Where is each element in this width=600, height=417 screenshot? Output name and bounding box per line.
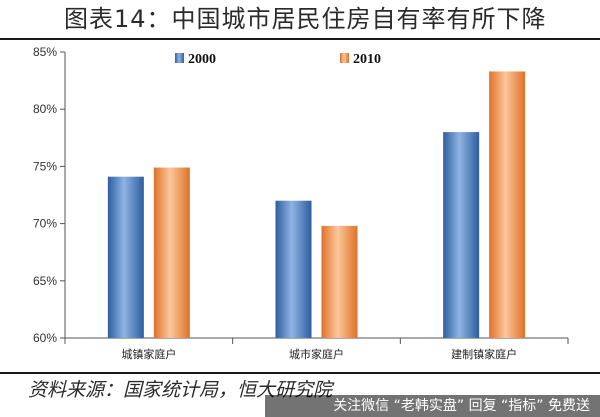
chart-title: 图表14：中国城市居民住房自有率有所下降 — [64, 5, 547, 33]
legend-swatch-2000 — [175, 53, 184, 63]
source-note: 资料来源：国家统计局，恒大研究院 — [28, 379, 333, 401]
watermark-banner: 关注微信 “老韩实盘” 回复 “指标” 免费送 — [265, 395, 600, 417]
bar-2010-1 — [153, 167, 190, 338]
y-tick-label: 65% — [33, 274, 57, 288]
x-category-label: 建制镇家庭户 — [451, 347, 517, 361]
title-divider — [0, 38, 600, 40]
bottom-divider — [0, 372, 600, 374]
chart-area: 60% 65% 70% 75% 80% 85% 城镇家庭户 城市家庭户 建制镇家庭户 2000 2… — [0, 40, 600, 370]
legend-label-2010: 2010 — [353, 52, 381, 67]
y-tick-label: 60% — [33, 331, 57, 345]
legend-label-2000: 2000 — [188, 52, 216, 67]
legend-swatch-2010 — [340, 53, 349, 63]
y-tick-label: 75% — [33, 159, 57, 173]
bar-2000-1 — [107, 176, 144, 338]
bar-2010-3 — [489, 71, 526, 338]
y-tick-label: 70% — [33, 217, 57, 231]
y-tick-label: 85% — [33, 45, 57, 59]
x-category-label: 城市家庭户 — [289, 347, 344, 361]
bar-2000-3 — [443, 132, 480, 338]
bar-2000-2 — [275, 200, 312, 338]
x-category-label: 城镇家庭户 — [121, 347, 176, 361]
bar-2010-2 — [321, 225, 358, 338]
y-tick-label: 80% — [33, 102, 57, 116]
bar-chart: 60% 65% 70% 75% 80% 85% 城镇家庭户 城市家庭户 建制镇家庭户 2000 2… — [33, 45, 569, 361]
